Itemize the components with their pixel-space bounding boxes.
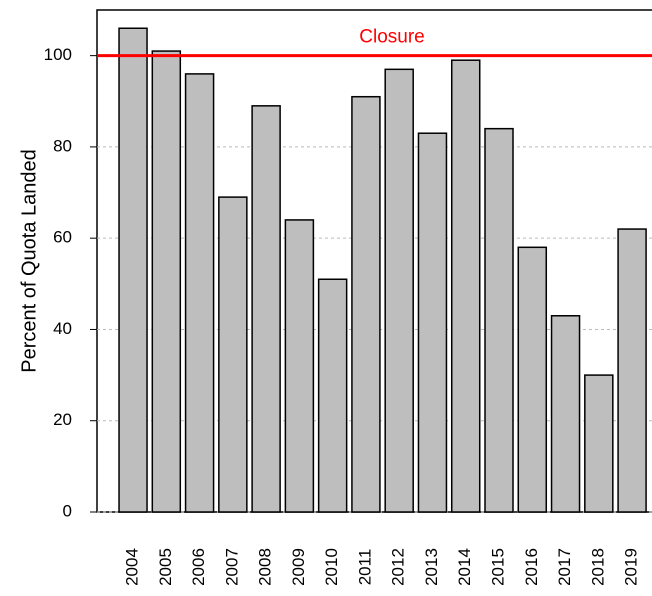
bar [151, 50, 182, 513]
x-tick-label: 2005 [156, 548, 175, 586]
x-tick-label: 2016 [522, 548, 541, 586]
x-tick-label: 2008 [256, 548, 275, 586]
x-tick-label: 2014 [455, 548, 474, 586]
bar [384, 68, 414, 513]
x-tick-label: 2007 [222, 548, 241, 586]
y-tick-label: 100 [44, 45, 72, 64]
x-tick-label: 2018 [588, 548, 607, 586]
y-tick-label: 80 [53, 136, 72, 155]
bar [550, 315, 581, 513]
y-tick-label: 20 [53, 410, 72, 429]
x-tick-label: 2006 [189, 548, 208, 586]
y-tick-label: 60 [53, 228, 72, 247]
y-tick-label: 40 [53, 319, 72, 338]
bar [450, 59, 481, 513]
y-tick-label: 0 [63, 501, 72, 520]
x-tick-label: 2012 [389, 548, 408, 586]
bar [517, 246, 548, 513]
bar [218, 196, 248, 513]
bar [317, 278, 348, 513]
bar [484, 127, 514, 513]
bar [284, 219, 315, 513]
bar [417, 132, 448, 513]
x-tick-label: 2019 [622, 548, 641, 586]
reference-label: Closure [359, 27, 424, 48]
x-tick-label: 2009 [289, 548, 308, 586]
x-tick-label: 2010 [322, 548, 341, 586]
bar [351, 95, 381, 513]
bar [584, 374, 614, 513]
x-tick-label: 2017 [555, 548, 574, 586]
x-tick-label: 2015 [488, 548, 507, 586]
x-tick-label: 2004 [123, 548, 142, 586]
x-tick-label: 2011 [355, 549, 374, 586]
bar [184, 73, 215, 513]
y-axis-label: Percent of Quota Landed [18, 149, 40, 373]
bar [118, 27, 148, 513]
bar [617, 228, 647, 513]
bar [251, 105, 281, 513]
x-tick-label: 2013 [422, 548, 441, 586]
